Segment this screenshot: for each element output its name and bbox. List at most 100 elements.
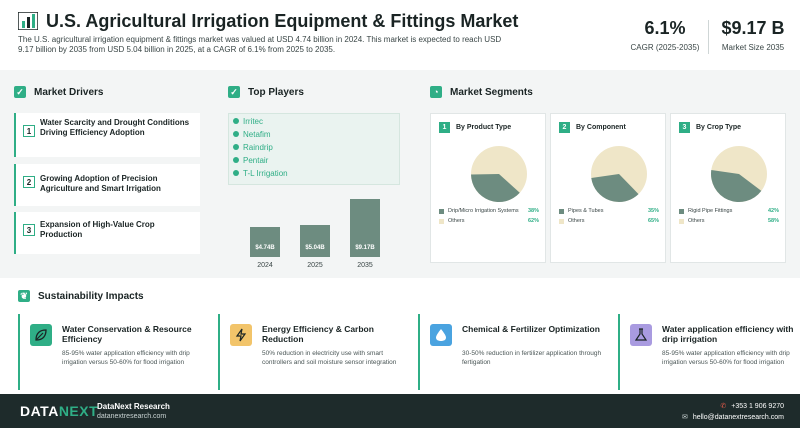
kpi-value: $9.17 B xyxy=(721,18,785,38)
phone-icon: ✆ xyxy=(720,403,727,410)
logo-text-b: NEXT xyxy=(58,403,99,419)
legend-percent: 35% xyxy=(647,208,659,214)
sustainability-card: Water Conservation & Resource Efficiency… xyxy=(18,314,204,390)
phone-contact[interactable]: ✆ +353 1 906 9270 xyxy=(720,402,784,411)
datanext-logo[interactable]: DATANEXT xyxy=(20,403,98,419)
bar-category-label: 2025 xyxy=(307,262,323,269)
legend-label: Drip/Micro Irrigation Systems xyxy=(448,208,519,214)
legend-percent: 38% xyxy=(527,208,539,214)
legend-item: Drip/Micro Irrigation Systems 38% xyxy=(439,208,539,214)
pie-slice-primary xyxy=(591,174,639,202)
player-name: Pentair xyxy=(243,155,269,165)
sustainability-card: Energy Efficiency & Carbon Reduction 50%… xyxy=(218,314,404,390)
legend-item: Others 58% xyxy=(679,218,779,224)
kpi-label: CAGR (2025-2035) xyxy=(630,43,700,52)
players-heading: ✓ Top Players xyxy=(228,86,304,98)
sustainability-heading: ❦ Sustainability Impacts xyxy=(18,290,144,302)
check-icon: ✓ xyxy=(14,86,26,98)
brand-website-link[interactable]: datanextresearch.com xyxy=(97,413,167,420)
driver-item: 3 Expansion of High-Value Crop Productio… xyxy=(14,212,200,254)
driver-item: 1 Water Scarcity and Drought Conditions … xyxy=(14,113,200,157)
legend-item: Others 62% xyxy=(439,218,539,224)
sustainability-title: Water Conservation & Resource Efficiency xyxy=(62,324,192,344)
list-item[interactable]: Irritec xyxy=(229,115,399,127)
check-icon: ✓ xyxy=(228,86,240,98)
bullet-icon xyxy=(233,170,239,176)
sustainability-card: Water application efficiency with drip i… xyxy=(618,314,800,390)
legend-label: Others xyxy=(568,218,585,224)
legend-percent: 58% xyxy=(767,218,779,224)
list-item[interactable]: Netafim xyxy=(229,128,399,140)
player-name: Netafim xyxy=(243,129,271,139)
kpi-cagr: 6.1% CAGR (2025-2035) xyxy=(630,18,700,52)
segment-pie-chart xyxy=(711,146,767,202)
legend-label: Others xyxy=(448,218,465,224)
players-heading-label: Top Players xyxy=(248,86,304,98)
header: U.S. Agricultural Irrigation Equipment &… xyxy=(0,0,800,68)
kpi-label: Market Size 2035 xyxy=(721,43,785,52)
page-title: U.S. Agricultural Irrigation Equipment &… xyxy=(46,11,519,31)
email-icon: ✉ xyxy=(681,414,688,421)
bullet-icon xyxy=(233,144,239,150)
email-contact[interactable]: ✉ hello@datanextresearch.com xyxy=(681,413,784,422)
pie-chart-icon: ◔ xyxy=(430,86,442,98)
legend-label: Others xyxy=(688,218,705,224)
player-name: T-L Irrigation xyxy=(243,168,288,178)
sustainability-desc: 50% reduction in electricity use with sm… xyxy=(262,350,397,366)
drivers-heading-label: Market Drivers xyxy=(34,86,104,98)
legend-item: Rigid Pipe Fittings 42% xyxy=(679,208,779,214)
list-item[interactable]: T-L Irrigation xyxy=(229,167,399,179)
sustainability-title: Chemical & Fertilizer Optimization xyxy=(462,324,600,334)
segment-card-header: 1 By Product Type xyxy=(439,122,511,133)
legend-swatch xyxy=(679,218,684,224)
phone-number: +353 1 906 9270 xyxy=(731,402,784,410)
logo-text-a: DATA xyxy=(20,403,59,419)
segment-title: By Product Type xyxy=(456,124,512,131)
bar-2024 xyxy=(250,227,280,257)
brand-name: DataNext Research xyxy=(97,402,170,411)
sustainability-desc: 85-95% water application efficiency with… xyxy=(662,350,790,366)
sustainability-desc: 85-95% water application efficiency with… xyxy=(62,350,190,366)
list-item[interactable]: Pentair xyxy=(229,154,399,166)
bullet-icon xyxy=(233,131,239,137)
bar-2035 xyxy=(350,199,380,257)
market-description: The U.S. agricultural irrigation equipme… xyxy=(18,35,502,54)
segment-pie-chart xyxy=(471,146,527,202)
pie-slice-primary xyxy=(471,174,520,202)
bullet-icon xyxy=(233,118,239,124)
sustainability-card: Chemical & Fertilizer Optimization 30-50… xyxy=(418,314,604,390)
footer: DATANEXT DataNext Research datanextresea… xyxy=(0,394,800,428)
kpi-value: 6.1% xyxy=(644,18,686,38)
segment-card: 2 By Component Pipes & Tubes 35% Others 65… xyxy=(550,113,666,263)
legend-swatch xyxy=(559,208,564,214)
legend-swatch xyxy=(439,208,444,214)
leaf-icon xyxy=(30,324,52,346)
segment-pie-chart xyxy=(591,146,647,202)
bar-2025 xyxy=(300,225,330,257)
drivers-heading: ✓ Market Drivers xyxy=(14,86,103,98)
segment-title: By Component xyxy=(576,124,626,131)
driver-text: Water Scarcity and Drought Conditions Dr… xyxy=(40,118,190,137)
list-item[interactable]: Raindrip xyxy=(229,141,399,153)
bar-category-label: 2035 xyxy=(357,262,373,269)
lightning-icon xyxy=(230,324,252,346)
legend-swatch xyxy=(679,208,684,214)
segment-title: By Crop Type xyxy=(696,124,741,131)
legend-percent: 42% xyxy=(767,208,779,214)
segment-number: 2 xyxy=(559,122,570,133)
driver-number: 3 xyxy=(23,224,35,236)
sustainability-title: Energy Efficiency & Carbon Reduction xyxy=(262,324,374,344)
driver-text: Growing Adoption of Precision Agricultur… xyxy=(40,174,161,193)
sustainability-desc: 30-50% reduction in fertilizer applicati… xyxy=(462,350,602,366)
legend-item: Others 65% xyxy=(559,218,659,224)
pie-slice-primary xyxy=(711,169,762,202)
legend-percent: 62% xyxy=(527,218,539,224)
leaf-badge-icon: ❦ xyxy=(18,290,30,302)
kpi-market-size: $9.17 B Market Size 2035 xyxy=(718,18,788,52)
flask-icon xyxy=(630,324,652,346)
player-name: Irritec xyxy=(243,116,263,126)
kpi-divider xyxy=(708,20,709,54)
email-address: hello@datanextresearch.com xyxy=(692,413,784,421)
segments-heading: ◔ Market Segments xyxy=(430,86,533,98)
segment-card: 1 By Product Type Drip/Micro Irrigation … xyxy=(430,113,546,263)
